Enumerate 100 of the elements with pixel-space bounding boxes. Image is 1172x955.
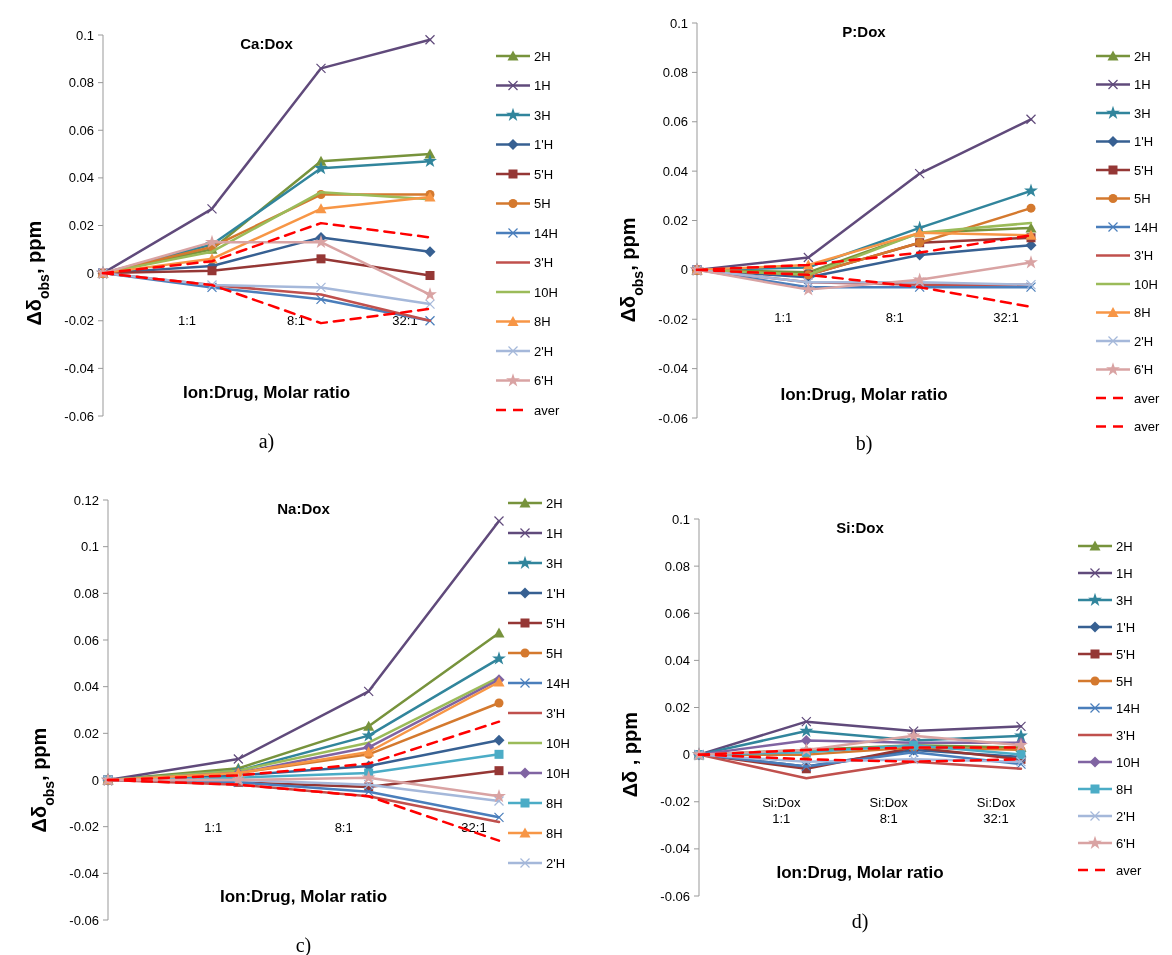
- y-tick-label: 0.1: [75, 27, 94, 43]
- x-tick-label: Si:Dox 8:1: [869, 794, 909, 826]
- legend-label: 5H: [534, 196, 551, 212]
- legend-label: 3H: [534, 107, 551, 123]
- y-tick-label: -0.04: [660, 841, 690, 857]
- y-tick-label: 0.08: [73, 585, 99, 601]
- y-tick-label: -0.06: [660, 888, 690, 904]
- legend-label: 8H: [1116, 781, 1133, 797]
- y-tick-label: 0.06: [73, 632, 99, 648]
- legend-label: 5H: [546, 645, 563, 661]
- x-tick-label: 1:1: [177, 313, 197, 329]
- y-tick-label: -0.06: [64, 408, 94, 424]
- y-tick-label: -0.04: [64, 360, 94, 376]
- y-axis-title: Δδ , ppm: [619, 711, 641, 798]
- legend-label: 2H: [1116, 538, 1133, 554]
- legend-label: 2'H: [1134, 333, 1154, 349]
- y-tick-label: 0.1: [669, 15, 688, 31]
- y-tick-label: 0.1: [80, 539, 99, 555]
- legend-label: 3H: [546, 555, 563, 571]
- legend-label: 5'H: [1116, 646, 1136, 662]
- y-tick-label: -0.06: [658, 410, 688, 426]
- legend-label: 8H: [546, 825, 563, 841]
- legend-label: 2'H: [1116, 808, 1136, 824]
- x-tick-label: 8:1: [885, 309, 904, 325]
- legend-label: 5H: [1134, 191, 1151, 207]
- legend-label: 6'H: [1116, 835, 1136, 851]
- legend-label: 1'H: [1134, 134, 1154, 150]
- x-tick-label: 8:1: [286, 313, 306, 329]
- y-tick-label: -0.02: [658, 311, 688, 327]
- legend-label: 5'H: [1134, 162, 1154, 178]
- y-tick-label: 0.04: [73, 679, 99, 695]
- legend-label: aver: [1134, 419, 1160, 435]
- legend-label: 2H: [546, 495, 563, 511]
- x-tick-label: Si:Dox 32:1: [976, 794, 1016, 826]
- legend-label: 10H: [546, 735, 570, 751]
- legend-label: 1H: [534, 78, 551, 94]
- y-tick-label: 0.06: [664, 605, 690, 621]
- text: a): [258, 430, 275, 453]
- y-tick-label: 0.02: [664, 700, 690, 716]
- legend-label: 6'H: [534, 373, 554, 389]
- y-tick-label: 0.04: [662, 163, 688, 179]
- legend-label: 5'H: [534, 166, 554, 182]
- y-tick-label: 0: [682, 747, 690, 763]
- legend-label: 1H: [546, 525, 563, 541]
- chart-title: Na:Dox: [277, 500, 331, 517]
- legend-label: 3'H: [546, 705, 566, 721]
- chart-title: Ca:Dox: [240, 35, 294, 52]
- x-axis-title: Ion:Drug, Molar ratio: [776, 863, 944, 882]
- y-tick-label: -0.02: [660, 794, 690, 810]
- legend-label: aver: [534, 402, 560, 418]
- y-tick-label: 0.12: [73, 492, 99, 508]
- x-tick-label: 32:1: [993, 309, 1019, 325]
- x-axis-title: Ion:Drug, Molar ratio: [182, 383, 351, 402]
- x-tick-label: 1:1: [204, 820, 223, 835]
- legend-label: 8H: [546, 795, 563, 811]
- legend-label: 6'H: [1134, 362, 1154, 378]
- legend-label: 14H: [1134, 219, 1158, 235]
- legend-label: 1'H: [534, 137, 554, 153]
- legend-label: 10H: [534, 284, 558, 300]
- text: b): [855, 432, 873, 455]
- legend-label: 1'H: [546, 585, 566, 601]
- y-tick-label: 0: [86, 265, 94, 281]
- text: d): [851, 910, 869, 933]
- legend-label: 1H: [1134, 77, 1151, 93]
- legend-label: 2'H: [534, 343, 554, 359]
- y-tick-label: 0.08: [662, 64, 688, 80]
- legend-label: 10H: [1134, 276, 1158, 292]
- y-tick-label: 0: [680, 262, 688, 278]
- legend-label: aver: [1134, 390, 1160, 406]
- legend-label: 10H: [1116, 754, 1140, 770]
- legend-label: 1'H: [1116, 619, 1136, 635]
- legend-label: 2H: [534, 48, 551, 64]
- y-tick-label: -0.06: [69, 912, 99, 928]
- legend-label: 5'H: [546, 615, 566, 631]
- legend-label: 5H: [1116, 673, 1133, 689]
- legend-label: 10H: [546, 765, 570, 781]
- x-tick-label: 1:1: [774, 309, 793, 325]
- x-tick-label: Si:Dox 1:1: [762, 794, 801, 826]
- legend-label: 8H: [534, 314, 551, 330]
- y-tick-label: -0.04: [69, 865, 99, 881]
- x-axis-title: Ion:Drug, Molar ratio: [780, 385, 948, 404]
- y-tick-label: 0.02: [73, 725, 99, 741]
- legend-label: 3H: [1134, 105, 1151, 121]
- y-tick-label: 0.04: [664, 652, 690, 668]
- y-tick-label: 0.02: [662, 213, 688, 229]
- y-tick-label: -0.04: [658, 361, 688, 377]
- y-tick-label: 0.1: [671, 511, 690, 527]
- y-tick-label: 0.08: [664, 558, 690, 574]
- y-tick-label: 0.04: [68, 170, 94, 186]
- x-axis-title: Ion:Drug, Molar ratio: [219, 887, 388, 906]
- y-tick-label: 0.06: [662, 114, 688, 130]
- legend-label: 14H: [546, 675, 570, 691]
- legend-label: 14H: [534, 225, 558, 241]
- x-tick-label: 32:1: [461, 820, 487, 835]
- legend-label: 3'H: [1116, 727, 1136, 743]
- y-tick-label: -0.02: [69, 819, 99, 835]
- chart-title: Si:Dox: [836, 519, 885, 536]
- legend-label: aver: [1116, 862, 1142, 878]
- legend-label: 2H: [1134, 48, 1151, 64]
- legend-label: 2'H: [546, 855, 566, 871]
